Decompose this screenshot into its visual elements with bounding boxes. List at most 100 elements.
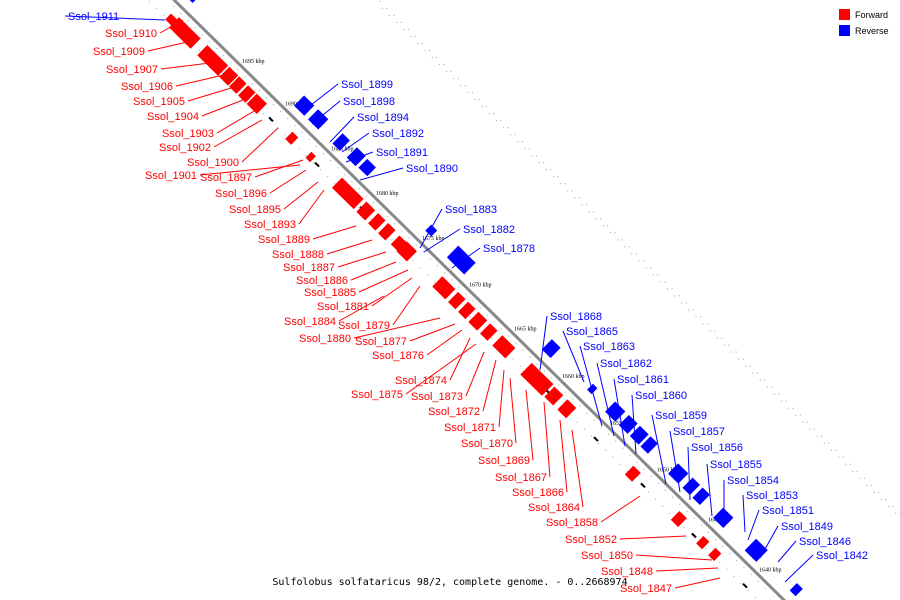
guide-dots-0 [377, 0, 900, 515]
leader-line [619, 535, 687, 540]
forward-gene-block [219, 66, 239, 86]
gene-label: Ssol_1892 [372, 128, 424, 140]
leader-line [187, 85, 239, 102]
gene-features [165, 0, 803, 597]
gene-label: Ssol_1899 [341, 79, 393, 91]
leader-line [269, 169, 307, 194]
forward-gene-block [670, 510, 687, 528]
gene-label: Ssol_1880 [299, 333, 351, 345]
forward-gene-block [624, 465, 641, 482]
gene-label: Ssol_1864 [528, 502, 580, 514]
gene-label: Ssol_1893 [244, 219, 296, 231]
tick-label: 1665 kbp [514, 327, 537, 333]
gene-label: Ssol_1883 [445, 204, 497, 216]
gene-label: Ssol_1860 [635, 390, 687, 402]
reverse-gene-block [332, 133, 351, 151]
gene-label: Ssol_1850 [581, 550, 633, 562]
leader-line [283, 181, 319, 210]
forward-gene-block [305, 151, 317, 163]
leader-line [525, 389, 534, 461]
tick-mark [742, 582, 748, 589]
gene-label: Ssol_1876 [372, 350, 424, 362]
leader-line [655, 567, 719, 572]
gene-label: Ssol_1889 [258, 234, 310, 246]
forward-gene-block [285, 131, 299, 145]
tick-label: 1675 kbp [422, 236, 445, 242]
leader-line [600, 495, 641, 523]
leader-line [326, 239, 373, 255]
forward-gene-block [209, 56, 229, 76]
tick-mark [691, 532, 697, 539]
leader-line [747, 509, 760, 541]
reverse-gene-block [712, 507, 734, 529]
gene-label: Ssol_1866 [512, 487, 564, 499]
tick-mark [640, 482, 646, 489]
forward-gene-block [479, 323, 498, 341]
leader-line [392, 285, 421, 326]
reverse-gene-block [293, 95, 315, 116]
reverse-gene-block [358, 158, 377, 177]
gene-label: Ssol_1900 [187, 157, 239, 169]
leader-line [329, 116, 355, 143]
leader-line [405, 343, 477, 395]
gene-label: Ssol_1854 [727, 475, 779, 487]
forward-gene-block [168, 17, 201, 49]
gene-label: Ssol_1867 [495, 472, 547, 484]
gene-label: Ssol_1865 [566, 326, 618, 338]
gene-label: Ssol_1898 [343, 96, 395, 108]
leader-line [777, 540, 797, 563]
gene-label: Ssol_1884 [284, 316, 336, 328]
gene-label: Ssol_1885 [304, 287, 356, 299]
leader-line [596, 362, 615, 437]
reverse-gene-block [682, 477, 701, 496]
gene-label: Ssol_1877 [355, 336, 407, 348]
forward-gene-block [377, 222, 396, 241]
leader-line [64, 15, 166, 21]
gene-label: Ssol_1871 [444, 422, 496, 434]
reverse-gene-block [586, 383, 598, 395]
tick-label: 1685 kbp [331, 147, 354, 153]
gene-label: Ssol_1863 [583, 341, 635, 353]
gene-label: Ssol_1847 [620, 583, 672, 595]
gene-label: Ssol_1869 [478, 455, 530, 467]
genome-caption: Sulfolobus solfataricus 98/2, complete g… [272, 577, 628, 588]
forward-gene-block [447, 291, 466, 310]
leader-line [341, 132, 370, 153]
gene-label: Ssol_1879 [338, 320, 390, 332]
gene-label: Ssol_1853 [746, 490, 798, 502]
leader-line [337, 251, 387, 268]
tick-label: 1695 kbp [242, 59, 265, 65]
legend-swatch-forward [839, 9, 850, 20]
leader-line [509, 377, 517, 444]
leader-line [216, 109, 257, 134]
leader-line [241, 127, 279, 163]
leader-line [571, 429, 584, 508]
gene-label: Ssol_1851 [762, 505, 814, 517]
gene-label: Ssol_1890 [406, 163, 458, 175]
gene-label: Ssol_1842 [816, 550, 868, 562]
gene-label: Ssol_1896 [215, 188, 267, 200]
gene-label: Ssol_1874 [395, 375, 447, 387]
leader-line [175, 73, 229, 87]
reverse-gene-block [640, 436, 659, 454]
gene-label: Ssol_1849 [781, 521, 833, 533]
leader-line [706, 463, 713, 517]
reverse-gene-block [446, 245, 476, 275]
leader-line [423, 228, 461, 253]
leader-line [254, 159, 304, 178]
forward-gene-block [457, 301, 476, 320]
leader-line [371, 277, 413, 307]
leader-line [409, 323, 456, 342]
tick-label: 1640 kbp [759, 568, 782, 574]
gene-label: Ssol_1852 [565, 534, 617, 546]
leader-line [559, 419, 568, 493]
reverse-gene-block [189, 0, 196, 4]
reverse-gene-block [629, 425, 649, 445]
leader-line [562, 330, 585, 383]
gene-label: Ssol_1903 [162, 128, 214, 140]
forward-gene-block [356, 201, 376, 221]
reverse-gene-block [604, 401, 626, 422]
leader-line [426, 329, 463, 356]
legend: Forward Reverse [839, 9, 889, 36]
gene-label: Ssol_1856 [691, 442, 743, 454]
